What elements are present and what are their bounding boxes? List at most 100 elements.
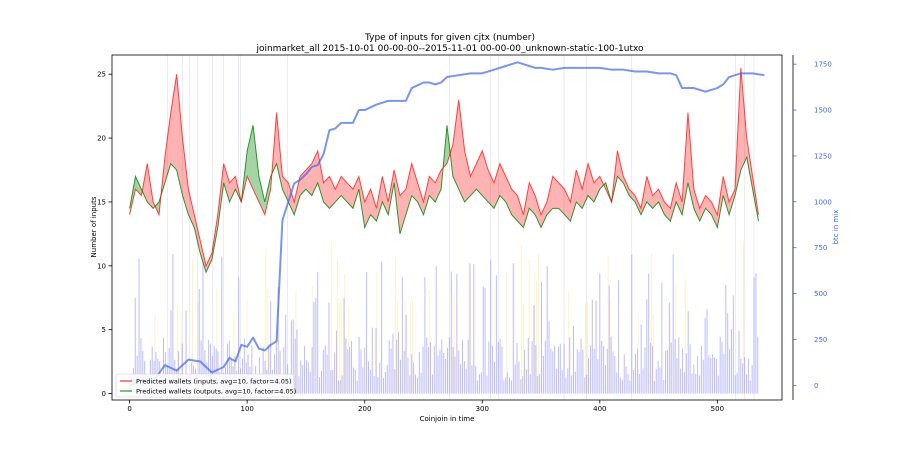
output-count-bar — [637, 312, 639, 394]
fill-inputs-above — [288, 182, 295, 215]
input-count-bar — [238, 277, 240, 394]
fill-inputs-above — [535, 195, 542, 228]
input-count-bar — [604, 365, 606, 394]
input-count-bar — [424, 277, 426, 394]
output-count-bar — [197, 302, 199, 394]
y-tick-label: 15 — [97, 198, 106, 206]
input-count-bar — [465, 368, 467, 394]
input-count-bar — [631, 254, 633, 394]
input-count-bar — [668, 302, 670, 394]
fill-inputs-above — [623, 176, 630, 196]
output-count-bar — [344, 273, 346, 394]
fill-inputs-above — [405, 163, 412, 215]
input-count-bar — [542, 355, 544, 394]
input-count-bar — [663, 379, 665, 394]
output-count-bar — [743, 240, 744, 394]
input-count-bar — [674, 339, 676, 394]
input-count-bar — [343, 298, 345, 394]
input-count-bar — [627, 373, 629, 394]
fill-inputs-above — [658, 189, 665, 215]
input-count-bar — [441, 339, 443, 394]
input-count-bar — [480, 372, 482, 394]
fill-inputs-above — [740, 67, 747, 170]
fill-inputs-above — [629, 189, 636, 202]
output-count-bar — [521, 245, 523, 394]
input-count-bar — [635, 353, 637, 394]
input-count-bar — [633, 369, 635, 394]
input-count-bar — [164, 352, 166, 394]
input-count-bar — [208, 339, 210, 394]
legend-box — [115, 373, 295, 398]
input-count-bar — [443, 352, 445, 394]
y-axis-label: Number of inputs — [90, 196, 98, 257]
input-count-bar — [650, 342, 652, 394]
input-count-bar — [544, 340, 546, 394]
x-tick-label: 200 — [358, 405, 371, 413]
input-count-bar — [747, 358, 749, 394]
output-count-bar — [568, 290, 570, 394]
input-count-bar — [591, 299, 593, 394]
input-count-bar — [384, 372, 386, 394]
input-count-bar — [373, 376, 375, 394]
input-count-bar — [576, 349, 578, 394]
input-count-bar — [477, 380, 479, 394]
y-tick-label: 25 — [97, 71, 106, 79]
fill-inputs-above — [206, 253, 212, 273]
input-count-bar — [486, 375, 488, 394]
output-count-bar — [410, 303, 412, 394]
input-count-bar — [185, 310, 187, 394]
input-count-bar — [723, 354, 725, 394]
input-count-bar — [155, 351, 157, 394]
input-count-bar — [578, 351, 580, 394]
fill-inputs-above — [376, 176, 383, 222]
fill-outputs-above — [264, 176, 271, 215]
btc-in-mix-line — [129, 61, 765, 387]
input-count-bar — [413, 362, 415, 394]
input-count-bar — [749, 380, 751, 394]
input-count-bar — [572, 325, 574, 394]
input-count-bar — [644, 347, 646, 394]
fill-inputs-above — [170, 74, 177, 170]
fill-inputs-above — [593, 176, 600, 202]
fill-inputs-above — [352, 176, 359, 209]
input-count-bar — [439, 349, 441, 394]
output-count-bar — [338, 302, 340, 394]
input-count-bar — [337, 380, 339, 394]
fill-inputs-above — [323, 176, 330, 209]
input-count-bar — [290, 320, 292, 394]
input-count-bar — [537, 376, 539, 394]
input-count-bar — [665, 350, 667, 394]
input-count-bar — [636, 348, 638, 394]
fill-inputs-above — [164, 112, 171, 183]
input-count-bar — [228, 340, 230, 394]
x-tick-label: 100 — [240, 405, 253, 413]
input-count-bar — [416, 377, 418, 394]
input-count-bar — [482, 286, 484, 394]
input-count-bar — [619, 377, 621, 394]
input-count-bar — [204, 350, 206, 394]
input-count-bar — [601, 341, 603, 394]
input-count-bar — [557, 346, 559, 394]
output-count-bar — [513, 265, 515, 394]
input-count-bar — [691, 373, 693, 394]
fill-inputs-above — [347, 182, 353, 209]
input-count-bar — [719, 336, 721, 394]
input-count-bar — [304, 345, 306, 394]
input-count-bar — [351, 340, 353, 394]
input-count-bar — [398, 331, 400, 394]
input-count-bar — [734, 375, 736, 394]
input-count-bar — [298, 376, 300, 394]
y2-axis: 0 250 500 750 1000 1250 1500 1750 — [793, 61, 832, 390]
input-count-bar — [356, 380, 358, 394]
input-count-bar — [354, 369, 356, 394]
input-count-bar — [533, 305, 535, 394]
input-count-bar — [661, 282, 663, 394]
input-count-bar — [535, 345, 537, 394]
input-count-bar — [478, 374, 480, 394]
input-count-bar — [567, 368, 569, 394]
input-count-bar — [725, 284, 727, 394]
input-count-bar — [467, 339, 469, 394]
output-count-bar — [534, 272, 536, 394]
output-count-bar — [404, 301, 406, 394]
fill-inputs-above — [335, 176, 342, 202]
